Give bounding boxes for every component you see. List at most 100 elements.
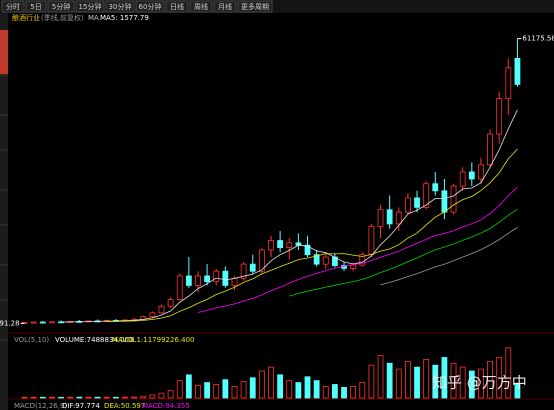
toolbar-button[interactable] — [75, 0, 105, 13]
low-label: 991.28 — [0, 319, 20, 327]
candle-body — [377, 209, 384, 227]
volume-bar — [185, 374, 192, 399]
candle-body — [185, 275, 192, 286]
volume-bar — [140, 395, 147, 399]
macd-legend: MACD:94.355 — [142, 402, 190, 410]
candle-body — [204, 275, 211, 283]
chart-title: 酿酒行业 — [12, 13, 40, 22]
toolbar-button-label[interactable]: 分时 — [6, 2, 20, 11]
volume-bar — [149, 394, 156, 399]
volume-bar — [295, 382, 302, 399]
toolbar-button-label[interactable]: 更多周期 — [241, 2, 269, 11]
volume-bar — [176, 380, 183, 399]
volume-bar — [249, 377, 256, 399]
volume-bar — [167, 390, 174, 399]
volume-bar — [414, 366, 420, 399]
volume-bar — [405, 360, 411, 399]
volume-bar — [450, 362, 457, 399]
candle-body — [368, 225, 375, 256]
candle-body — [432, 183, 439, 192]
candle-body — [158, 305, 165, 314]
volume-bar — [94, 396, 101, 399]
candle-body — [39, 321, 46, 324]
volume-bar — [468, 370, 475, 399]
candle-body — [49, 321, 55, 324]
volume-bar — [39, 396, 46, 399]
toolbar-button[interactable] — [213, 0, 237, 13]
toolbar-button[interactable] — [47, 0, 75, 13]
volume-bar — [258, 370, 265, 399]
toolbar-button-label[interactable]: 月线 — [218, 2, 232, 11]
volume-bar — [514, 383, 521, 399]
toolbar-button-label[interactable]: 15分钟 — [79, 2, 102, 11]
toolbar-button[interactable] — [237, 0, 273, 13]
candle-body — [286, 242, 293, 248]
candle-body — [395, 211, 402, 225]
candle-body — [222, 270, 229, 286]
candle-body — [478, 164, 484, 180]
volume-bar — [286, 380, 293, 399]
toolbar-button[interactable] — [25, 0, 47, 13]
toolbar-button[interactable] — [105, 0, 135, 13]
toolbar-button-label[interactable]: 30分钟 — [109, 2, 132, 11]
volume-bar — [222, 379, 229, 399]
candle-body — [496, 98, 503, 135]
candle-body — [304, 244, 311, 256]
toolbar-button-label[interactable]: 5分钟 — [52, 2, 70, 11]
volume-bar — [368, 364, 375, 399]
volume-bar — [240, 381, 247, 399]
volume-bar — [49, 396, 55, 399]
candle-body — [258, 249, 265, 272]
volume-bar — [313, 380, 320, 399]
candle-body — [405, 197, 411, 213]
toolbar-button[interactable] — [189, 0, 213, 13]
candle-body — [313, 254, 320, 265]
toolbar-button-label[interactable]: 5日 — [30, 3, 41, 11]
toolbar-button-label[interactable]: 60分钟 — [139, 2, 162, 11]
sidebar-dividers — [0, 74, 8, 341]
candle-body — [386, 209, 393, 225]
candle-body — [268, 240, 274, 251]
volume-bar — [204, 382, 211, 399]
volume-bar — [395, 368, 402, 399]
macd-legend: DIF:97.774 — [62, 402, 100, 410]
volume-bar — [195, 385, 201, 399]
volume-bar — [478, 368, 484, 399]
toolbar-button-label[interactable]: 日线 — [170, 2, 184, 11]
toolbar-button[interactable] — [1, 0, 25, 13]
volume-bar — [441, 357, 448, 399]
watermark: 知乎 @万方中 — [432, 374, 527, 392]
volume-bar — [122, 396, 128, 399]
candle-body — [459, 171, 466, 187]
candle-body — [30, 321, 37, 324]
toolbar-button[interactable] — [165, 0, 189, 13]
ma-line — [380, 227, 518, 286]
ma-line — [289, 208, 518, 297]
toolbar-button-label[interactable]: 周线 — [194, 2, 208, 11]
ma-line — [197, 186, 518, 313]
volume-legend: MAVOL1:11799226.400 — [112, 336, 194, 344]
candle-body — [350, 264, 357, 269]
candle-body — [359, 254, 366, 266]
volume-bar — [213, 384, 220, 399]
volume-title: VOL(5,10) — [14, 336, 49, 344]
toolbar-button[interactable] — [135, 0, 165, 13]
volume-bar — [459, 366, 466, 399]
candle-body — [249, 263, 256, 272]
candle-body — [514, 57, 521, 85]
candle-body — [414, 197, 420, 208]
volume-bar — [67, 396, 74, 399]
legend-prefix: MA — [88, 14, 99, 22]
legend-entry: MA5: 1577.79 — [100, 14, 149, 22]
volume-bar — [131, 396, 137, 399]
volume-bar — [103, 396, 110, 399]
volume-bar — [377, 355, 384, 399]
chart-subtitle: (季线,前复权) — [41, 13, 84, 22]
macd-legend: DEA:50.597 — [104, 402, 145, 410]
volume-bar — [359, 382, 366, 399]
volume-bar — [158, 392, 165, 399]
ma-line — [61, 109, 518, 323]
